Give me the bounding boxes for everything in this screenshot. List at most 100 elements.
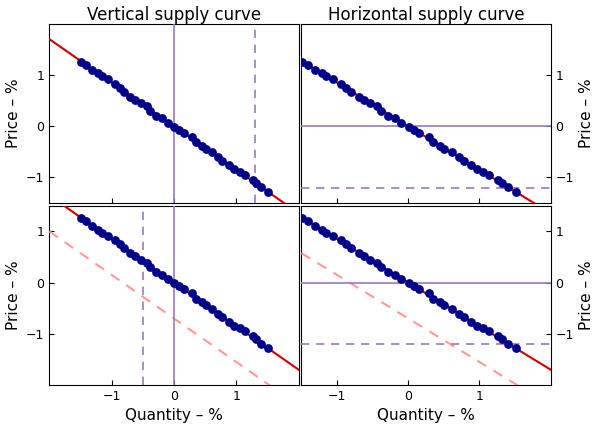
Y-axis label: Price – %: Price – % xyxy=(580,260,595,330)
Point xyxy=(179,130,188,136)
Point xyxy=(428,139,438,145)
Point xyxy=(376,263,386,270)
Point xyxy=(229,166,239,173)
Point xyxy=(415,130,424,136)
Y-axis label: Price – %: Price – % xyxy=(5,260,20,330)
Point xyxy=(365,257,375,263)
Point xyxy=(310,66,319,73)
Y-axis label: Price – %: Price – % xyxy=(5,79,20,148)
Point xyxy=(145,107,155,114)
Point xyxy=(346,245,356,252)
Point xyxy=(119,245,129,252)
Point xyxy=(235,325,244,332)
Point xyxy=(376,107,386,114)
Point xyxy=(142,103,152,109)
X-axis label: Quantity – %: Quantity – % xyxy=(125,408,223,423)
Point xyxy=(187,133,197,140)
Point xyxy=(163,119,172,126)
Point xyxy=(97,73,107,79)
Point xyxy=(248,333,257,340)
Point xyxy=(297,215,307,222)
Point xyxy=(256,340,266,347)
Point xyxy=(503,184,512,191)
Point xyxy=(435,142,445,149)
Point xyxy=(169,280,179,287)
Point xyxy=(240,172,250,178)
Point xyxy=(310,223,319,230)
Point xyxy=(213,310,223,317)
Point xyxy=(251,180,261,187)
Point xyxy=(197,142,206,149)
Point xyxy=(94,227,103,233)
Point xyxy=(110,80,120,87)
Point xyxy=(497,336,507,343)
Title: Vertical supply curve: Vertical supply curve xyxy=(87,6,261,24)
Point xyxy=(207,305,217,312)
Point xyxy=(503,340,512,347)
Point xyxy=(354,93,364,100)
Point xyxy=(341,85,351,91)
Point xyxy=(341,241,351,248)
Point xyxy=(336,237,346,244)
Point xyxy=(125,250,135,257)
Point xyxy=(454,154,463,161)
Point xyxy=(197,299,206,305)
Point xyxy=(328,76,337,83)
Point xyxy=(454,310,463,317)
Point xyxy=(169,123,179,130)
Point xyxy=(372,259,382,266)
Point xyxy=(145,263,155,270)
Point xyxy=(119,88,129,95)
Point xyxy=(484,328,494,335)
Point xyxy=(440,145,449,152)
Point xyxy=(115,241,125,248)
Point xyxy=(174,283,184,290)
Point xyxy=(218,157,227,164)
Point xyxy=(322,73,331,79)
Point xyxy=(207,149,217,156)
Point xyxy=(174,126,184,133)
Point xyxy=(163,275,172,282)
Point xyxy=(396,275,406,282)
Point xyxy=(467,162,476,169)
Point xyxy=(404,280,413,287)
Point xyxy=(224,162,234,169)
Point xyxy=(409,283,418,290)
Point xyxy=(263,345,273,352)
Point xyxy=(103,76,113,83)
Point xyxy=(354,250,364,257)
Point xyxy=(472,166,481,173)
Point xyxy=(359,97,368,103)
Point xyxy=(88,223,97,230)
Point xyxy=(110,237,120,244)
Point xyxy=(201,145,211,152)
Point xyxy=(103,233,113,239)
Point xyxy=(179,286,188,293)
Point xyxy=(248,177,257,184)
Point xyxy=(256,184,266,191)
Point xyxy=(511,188,521,195)
Point xyxy=(136,100,145,107)
Y-axis label: Price – %: Price – % xyxy=(580,79,595,148)
Point xyxy=(383,269,392,276)
Point xyxy=(81,218,91,224)
Point xyxy=(428,295,438,302)
Point xyxy=(372,103,382,109)
Point xyxy=(76,58,86,65)
Point xyxy=(218,314,227,321)
Point xyxy=(303,218,313,224)
Point xyxy=(390,271,400,278)
Point xyxy=(142,259,152,266)
X-axis label: Quantity – %: Quantity – % xyxy=(377,408,475,423)
Point xyxy=(224,318,234,325)
Point xyxy=(97,229,107,236)
Point xyxy=(263,188,273,195)
Point xyxy=(383,112,392,119)
Point xyxy=(136,257,145,263)
Point xyxy=(493,177,503,184)
Point xyxy=(424,133,433,140)
Title: Horizontal supply curve: Horizontal supply curve xyxy=(328,6,524,24)
Point xyxy=(81,61,91,68)
Point xyxy=(187,290,197,297)
Point xyxy=(191,295,200,302)
